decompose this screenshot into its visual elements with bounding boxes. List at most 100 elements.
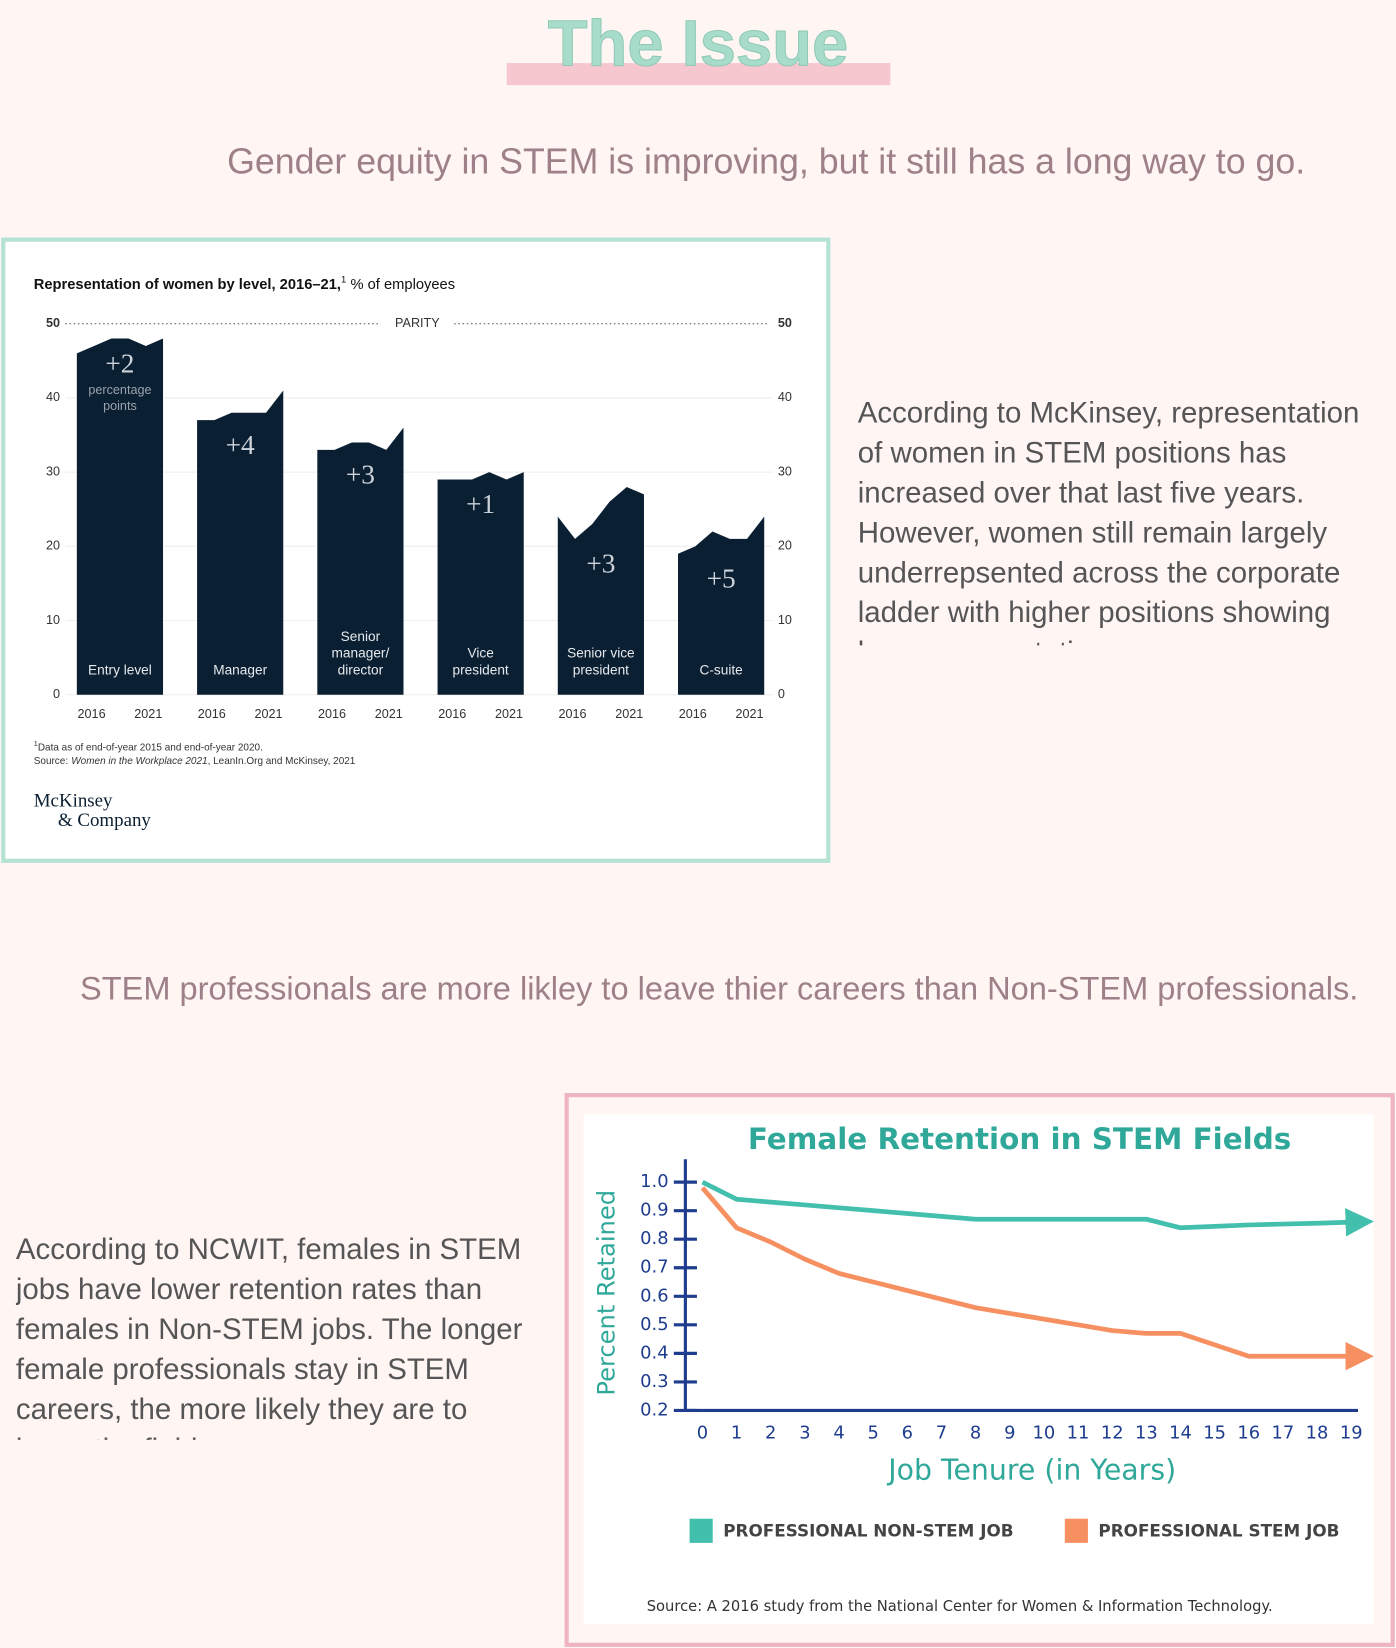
x-tick-label: 11 xyxy=(1067,1423,1090,1444)
series-line xyxy=(700,1186,1374,1371)
change-label: +3 xyxy=(346,459,375,489)
category-label: Senior vice president xyxy=(567,645,635,677)
chart-title: Female Retention in STEM Fields xyxy=(748,1122,1291,1156)
x-tick-label: 15 xyxy=(1203,1423,1226,1444)
legend-swatch xyxy=(1064,1518,1088,1543)
paragraph: According to NCWIT, females in STEM jobs… xyxy=(15,1232,523,1440)
x-tick-label: 7 xyxy=(936,1423,947,1444)
y-axis-label: Percent Retained xyxy=(593,1190,621,1396)
paragraph: According to McKinsey, representation of… xyxy=(857,396,1360,645)
footnote-mark: 1 xyxy=(341,274,346,285)
chart-subtitle: % of employees xyxy=(350,277,455,293)
y-tick-label: 0.6 xyxy=(640,1285,668,1306)
x-tick-label: 10 xyxy=(1033,1423,1056,1444)
series-line xyxy=(701,1180,1374,1237)
page-title: The Issue xyxy=(548,7,849,80)
logo: & Company xyxy=(58,810,151,831)
y-tick-label: 50 xyxy=(46,316,60,330)
source-title: Women in the Workplace 2021 xyxy=(71,756,207,767)
x-tick-label: 18 xyxy=(1306,1423,1329,1444)
y-tick-label: 0 xyxy=(53,687,60,701)
y-tick-label: 0.2 xyxy=(640,1399,668,1420)
chart-background xyxy=(583,1114,1374,1624)
x-tick-label: 2016 xyxy=(198,707,226,721)
x-tick-label: 13 xyxy=(1135,1423,1158,1444)
footnote: 1Data as of end-of-year 2015 and end-of-… xyxy=(34,739,263,753)
source-note: Source: A 2016 study from the National C… xyxy=(647,1598,1273,1615)
category-label: Vice president xyxy=(453,645,509,677)
logo: McKinsey xyxy=(34,790,113,811)
y-tick-label: 0.4 xyxy=(640,1342,668,1363)
y-tick-label: 10 xyxy=(46,613,60,627)
x-tick-label: 8 xyxy=(970,1423,981,1444)
x-tick-label: 2021 xyxy=(134,707,162,721)
x-tick-label: 2016 xyxy=(438,707,466,721)
x-tick-label: 2021 xyxy=(615,707,643,721)
change-unit: percentage points xyxy=(88,382,152,414)
source-rest: , LeanIn.Org and McKinsey, 2021 xyxy=(208,756,356,767)
footnote-mark: 1 xyxy=(34,739,38,748)
y-tick-label: 30 xyxy=(46,464,60,478)
x-tick-label: 12 xyxy=(1101,1423,1124,1444)
area-panel xyxy=(76,338,164,695)
x-tick-label: 1 xyxy=(731,1423,742,1444)
x-tick-label: 4 xyxy=(833,1423,844,1444)
change-unit-box: percentage points xyxy=(88,382,152,414)
title-underline xyxy=(506,63,891,86)
paragraph-box: According to McKinsey, representation of… xyxy=(857,396,1360,645)
y-tick-label: 0.7 xyxy=(640,1257,668,1278)
change-label: +4 xyxy=(226,430,255,460)
y-tick-label: 30 xyxy=(778,464,792,478)
category-label: Entry level xyxy=(88,662,152,677)
y-tick-label: 1.0 xyxy=(640,1171,668,1192)
x-tick-label: 3 xyxy=(799,1423,810,1444)
area-panel xyxy=(317,427,404,695)
area-panel xyxy=(197,390,284,695)
change-label: +3 xyxy=(586,548,615,578)
change-label: +5 xyxy=(707,563,736,593)
y-tick-label: 20 xyxy=(778,539,792,553)
x-axis-label: Job Tenure (in Years) xyxy=(886,1453,1176,1486)
y-tick-label: 0.9 xyxy=(640,1200,668,1221)
area-panel xyxy=(557,486,644,695)
x-tick-label: 2021 xyxy=(255,707,283,721)
x-tick-label: 0 xyxy=(697,1423,708,1444)
x-tick-label: 2021 xyxy=(375,707,403,721)
section-heading: STEM professionals are more likley to le… xyxy=(80,971,1358,1007)
category-label: C-suite xyxy=(699,662,742,677)
x-tick-label: 2 xyxy=(765,1423,776,1444)
x-tick-label: 17 xyxy=(1272,1423,1295,1444)
parity-label: PARITY xyxy=(395,316,440,330)
source-note: Source: Women in the Workplace 2021, Lean… xyxy=(34,756,356,767)
area-panel xyxy=(678,516,765,695)
footnote-text: Data as of end-of-year 2015 and end-of-y… xyxy=(38,742,263,753)
x-tick-label: 2021 xyxy=(735,707,763,721)
section-heading: Gender equity in STEM is improving, but … xyxy=(227,141,1305,181)
y-tick-label: 0.5 xyxy=(640,1314,668,1335)
x-tick-label: 9 xyxy=(1004,1423,1015,1444)
x-tick-label: 2016 xyxy=(318,707,346,721)
x-tick-label: 14 xyxy=(1169,1423,1192,1444)
x-tick-label: 6 xyxy=(902,1423,913,1444)
legend-swatch xyxy=(689,1518,713,1543)
category-label: Manager xyxy=(213,662,267,677)
y-tick-label: 40 xyxy=(46,390,60,404)
legend-label: PROFESSIONAL NON-STEM JOB xyxy=(723,1520,1013,1540)
chart-title-text: Representation of women by level, 2016–2… xyxy=(34,277,341,293)
y-tick-label: 0.8 xyxy=(640,1228,668,1249)
x-tick-label: 2016 xyxy=(558,707,586,721)
y-tick-label: 0.3 xyxy=(640,1371,668,1392)
x-tick-label: 2021 xyxy=(495,707,523,721)
x-tick-label: 16 xyxy=(1237,1423,1260,1444)
y-tick-label: 20 xyxy=(46,539,60,553)
y-tick-label: 40 xyxy=(778,390,792,404)
y-tick-label: 10 xyxy=(778,613,792,627)
legend-label: PROFESSIONAL STEM JOB xyxy=(1098,1520,1339,1540)
category-label: Senior manager/director xyxy=(332,629,390,678)
x-tick-label: 2016 xyxy=(679,707,707,721)
y-tick-label: 50 xyxy=(778,316,792,330)
chart-title: Representation of women by level, 2016–2… xyxy=(34,274,455,293)
paragraph-box: According to NCWIT, females in STEM jobs… xyxy=(15,1232,523,1440)
x-tick-label: 2016 xyxy=(78,707,106,721)
